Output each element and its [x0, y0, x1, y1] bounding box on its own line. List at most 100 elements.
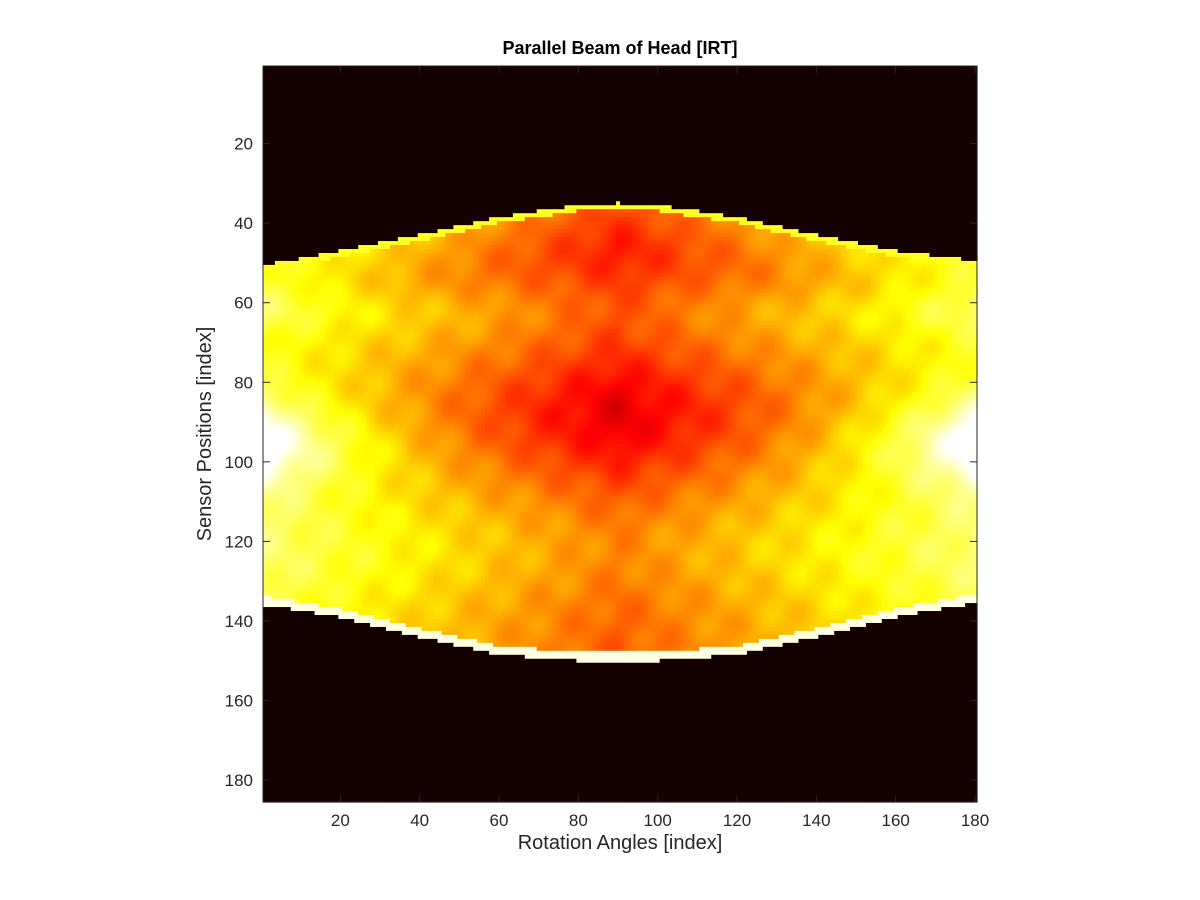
heatmap-cell [771, 70, 776, 75]
heatmap-cell [719, 158, 724, 163]
heatmap-cell [862, 146, 867, 151]
heatmap-cell [640, 130, 645, 135]
heatmap-cell [287, 102, 292, 107]
heatmap-cell [632, 74, 637, 79]
heatmap-cell [489, 106, 494, 111]
heatmap-cell [608, 86, 613, 91]
heatmap-cell [961, 78, 966, 83]
heatmap-cell [326, 66, 331, 71]
heatmap-cell [588, 114, 593, 119]
heatmap-cell [608, 122, 613, 127]
heatmap-cell [699, 126, 704, 131]
heatmap-cell [330, 98, 335, 103]
heatmap-cell [779, 138, 784, 143]
heatmap-cell [390, 78, 395, 83]
heatmap-cell [890, 90, 895, 95]
heatmap-cell [783, 78, 788, 83]
heatmap-cell [906, 82, 911, 87]
heatmap-cell [898, 106, 903, 111]
heatmap-cell [545, 150, 550, 155]
heatmap-cell [656, 122, 661, 127]
heatmap-cell [814, 130, 819, 135]
heatmap-cell [553, 130, 558, 135]
heatmap-cell [620, 138, 625, 143]
heatmap-cell [814, 90, 819, 95]
heatmap-cell [937, 165, 942, 170]
heatmap-cell [612, 158, 617, 163]
heatmap-cell [664, 78, 669, 83]
heatmap-cell [787, 134, 792, 139]
heatmap-cell [644, 102, 649, 107]
heatmap-cell [945, 165, 950, 170]
heatmap-cell [358, 138, 363, 143]
heatmap-cell [354, 70, 359, 75]
heatmap-cell [283, 161, 288, 166]
heatmap-cell [914, 86, 919, 91]
heatmap-cell [886, 70, 891, 75]
heatmap-cell [410, 82, 415, 87]
heatmap-cell [822, 138, 827, 143]
heatmap-cell [414, 146, 419, 151]
heatmap-cell [513, 78, 518, 83]
heatmap-cell [299, 110, 304, 115]
heatmap-cell [739, 158, 744, 163]
heatmap-cell [529, 90, 534, 95]
heatmap-cell [564, 150, 569, 155]
heatmap-cell [513, 126, 518, 131]
heatmap-cell [739, 118, 744, 123]
heatmap-cell [529, 165, 534, 170]
heatmap-cell [334, 110, 339, 115]
heatmap-cell [509, 118, 514, 123]
heatmap-cell [334, 86, 339, 91]
heatmap-cell [878, 142, 883, 147]
heatmap-cell [406, 150, 411, 155]
heatmap-cell [914, 114, 919, 119]
heatmap-cell [580, 114, 585, 119]
heatmap-cell [719, 134, 724, 139]
heatmap-cell [751, 66, 756, 71]
heatmap-cell [501, 122, 506, 127]
heatmap-cell [525, 94, 530, 99]
heatmap-cell [315, 126, 320, 131]
heatmap-cell [632, 161, 637, 166]
heatmap-cell [489, 122, 494, 127]
heatmap-cell [870, 142, 875, 147]
heatmap-cell [695, 90, 700, 95]
heatmap-cell [918, 102, 923, 107]
heatmap-cell [711, 94, 716, 99]
heatmap-cell [862, 94, 867, 99]
heatmap-cell [918, 165, 923, 170]
heatmap-cell [402, 90, 407, 95]
heatmap-cell [719, 122, 724, 127]
heatmap-cell [481, 82, 486, 87]
heatmap-cell [263, 70, 268, 75]
heatmap-cell [457, 146, 462, 151]
heatmap-cell [882, 78, 887, 83]
heatmap-cell [723, 82, 728, 87]
heatmap-cell [727, 90, 732, 95]
heatmap-cell [358, 70, 363, 75]
heatmap-cell [755, 82, 760, 87]
heatmap-cell [676, 82, 681, 87]
heatmap-cell [703, 66, 708, 71]
heatmap-cell [886, 126, 891, 131]
heatmap-cell [664, 146, 669, 151]
heatmap-cell [656, 98, 661, 103]
heatmap-cell [767, 154, 772, 159]
heatmap-cell [945, 82, 950, 87]
heatmap-cell [275, 114, 280, 119]
heatmap-cell [378, 169, 383, 174]
heatmap-cell [541, 66, 546, 71]
heatmap-cell [842, 138, 847, 143]
heatmap-cell [683, 134, 688, 139]
heatmap-cell [906, 90, 911, 95]
heatmap-cell [612, 138, 617, 143]
heatmap-cell [874, 165, 879, 170]
heatmap-cell [628, 74, 633, 79]
heatmap-cell [426, 146, 431, 151]
heatmap-cell [779, 130, 784, 135]
heatmap-cell [307, 110, 312, 115]
heatmap-cell [517, 146, 522, 151]
heatmap-cell [572, 90, 577, 95]
heatmap-cell [561, 165, 566, 170]
